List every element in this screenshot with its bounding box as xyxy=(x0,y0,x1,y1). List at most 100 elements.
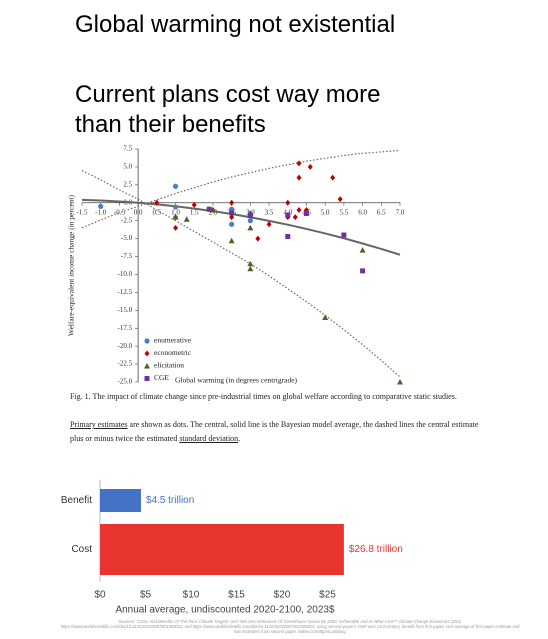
y-tick-label: -22.5 xyxy=(118,360,133,368)
point xyxy=(229,214,235,221)
point xyxy=(397,379,403,385)
legend-marker xyxy=(144,363,150,369)
y-tick-label: -15.0 xyxy=(118,306,133,314)
point xyxy=(228,237,235,244)
value-label: $26.8 trillion xyxy=(349,544,403,555)
y-tick-label: -2.5 xyxy=(121,216,133,224)
category-label: Benefit xyxy=(61,495,92,506)
point xyxy=(247,224,254,231)
point xyxy=(296,160,302,167)
point xyxy=(229,199,235,206)
caption-segment: standard deviation xyxy=(179,434,239,443)
point xyxy=(247,218,253,224)
x-tick-label: -1.0 xyxy=(95,208,107,216)
plot-area xyxy=(81,149,403,385)
y-tick-label: -25.0 xyxy=(118,378,133,386)
x-tick-label: -1.5 xyxy=(76,208,88,216)
point xyxy=(172,183,179,189)
point xyxy=(285,212,291,218)
point xyxy=(307,163,313,170)
point xyxy=(285,199,291,206)
legend-label: econometric xyxy=(154,348,192,357)
caption-segment: . xyxy=(238,434,241,443)
point xyxy=(296,206,302,213)
x-tick-label: 5.5 xyxy=(340,208,349,216)
point xyxy=(172,204,179,210)
y-tick-label: -7.5 xyxy=(121,252,133,260)
point xyxy=(360,268,366,274)
point xyxy=(296,174,302,181)
x-tick-label: 5.0 xyxy=(321,208,330,216)
x-axis-label: Annual average, undiscounted 2020-2100, … xyxy=(115,605,335,616)
x-tick-label: $5 xyxy=(140,590,152,601)
y-tick-label: -20.0 xyxy=(118,342,133,350)
point xyxy=(229,221,235,227)
point xyxy=(206,206,212,212)
point xyxy=(285,233,291,239)
x-tick-label: 1.0 xyxy=(171,208,180,216)
y-tick-label: -5.0 xyxy=(121,234,133,242)
point xyxy=(183,216,190,222)
y-tick-label: 5.0 xyxy=(123,163,132,171)
bar xyxy=(100,524,344,575)
legend-label: enumerative xyxy=(154,336,192,345)
legend-marker xyxy=(144,350,150,357)
x-tick-label: $20 xyxy=(274,590,291,601)
bar xyxy=(100,489,141,512)
point xyxy=(322,314,329,320)
point xyxy=(255,235,261,242)
point xyxy=(173,224,179,231)
caption-segment: are shown as dots. The central, solid li… xyxy=(70,420,479,443)
point xyxy=(154,199,160,206)
x-tick-label: 3.5 xyxy=(265,208,274,216)
y-axis-label: Welfare-equivalent income change (in per… xyxy=(67,195,76,336)
point xyxy=(359,247,366,253)
point xyxy=(247,265,254,272)
x-tick-label: 0.0 xyxy=(134,208,143,216)
x-tick-label: $10 xyxy=(183,590,200,601)
point xyxy=(172,214,179,220)
legend-marker xyxy=(144,338,150,344)
headline-title: Global warming not existential xyxy=(75,11,396,38)
caption-segment: Primary estimates xyxy=(70,420,128,429)
x-tick-label: 4.0 xyxy=(283,208,292,216)
x-tick-label: 6.0 xyxy=(358,208,367,216)
value-label: $4.5 trillion xyxy=(146,495,194,506)
point xyxy=(191,201,197,208)
legend-marker xyxy=(144,376,150,381)
y-tick-label: -17.5 xyxy=(118,324,133,332)
legend-label: CGE xyxy=(154,373,169,382)
x-tick-label: 6.5 xyxy=(377,208,386,216)
x-tick-label: $25 xyxy=(319,590,336,601)
headline-subtitle: than their benefits xyxy=(75,111,266,138)
point xyxy=(303,211,309,217)
figure-caption: Fig. 1. The impact of climate change sin… xyxy=(70,392,457,401)
point xyxy=(337,196,343,203)
headline-subtitle: Current plans cost way more xyxy=(75,81,381,108)
point xyxy=(330,174,336,181)
x-tick-label: -0.5 xyxy=(114,208,126,216)
caption-notes: Primary estimates are shown as dots. The… xyxy=(70,418,480,446)
x-axis-label: Global warming (in degrees centrigrade) xyxy=(175,376,298,385)
x-tick-label: $0 xyxy=(94,590,106,601)
curve xyxy=(81,169,401,378)
x-tick-label: 7.0 xyxy=(396,208,405,216)
x-tick-label: $15 xyxy=(228,590,245,601)
point xyxy=(229,210,235,216)
point xyxy=(266,221,272,228)
y-tick-label: 2.5 xyxy=(123,180,132,188)
point xyxy=(247,213,253,219)
y-tick-label: -10.0 xyxy=(118,270,133,278)
source-note: Sources: "Costs And Benefits Of The Pari… xyxy=(60,619,520,634)
category-label: Cost xyxy=(71,544,92,555)
y-tick-label: -12.5 xyxy=(118,288,133,296)
point xyxy=(98,203,104,209)
point xyxy=(341,232,347,238)
point xyxy=(292,214,298,221)
y-tick-label: 7.5 xyxy=(123,145,132,153)
x-tick-label: 1.5 xyxy=(190,208,199,216)
curve xyxy=(81,149,401,229)
legend-label: elicitation xyxy=(154,361,184,370)
